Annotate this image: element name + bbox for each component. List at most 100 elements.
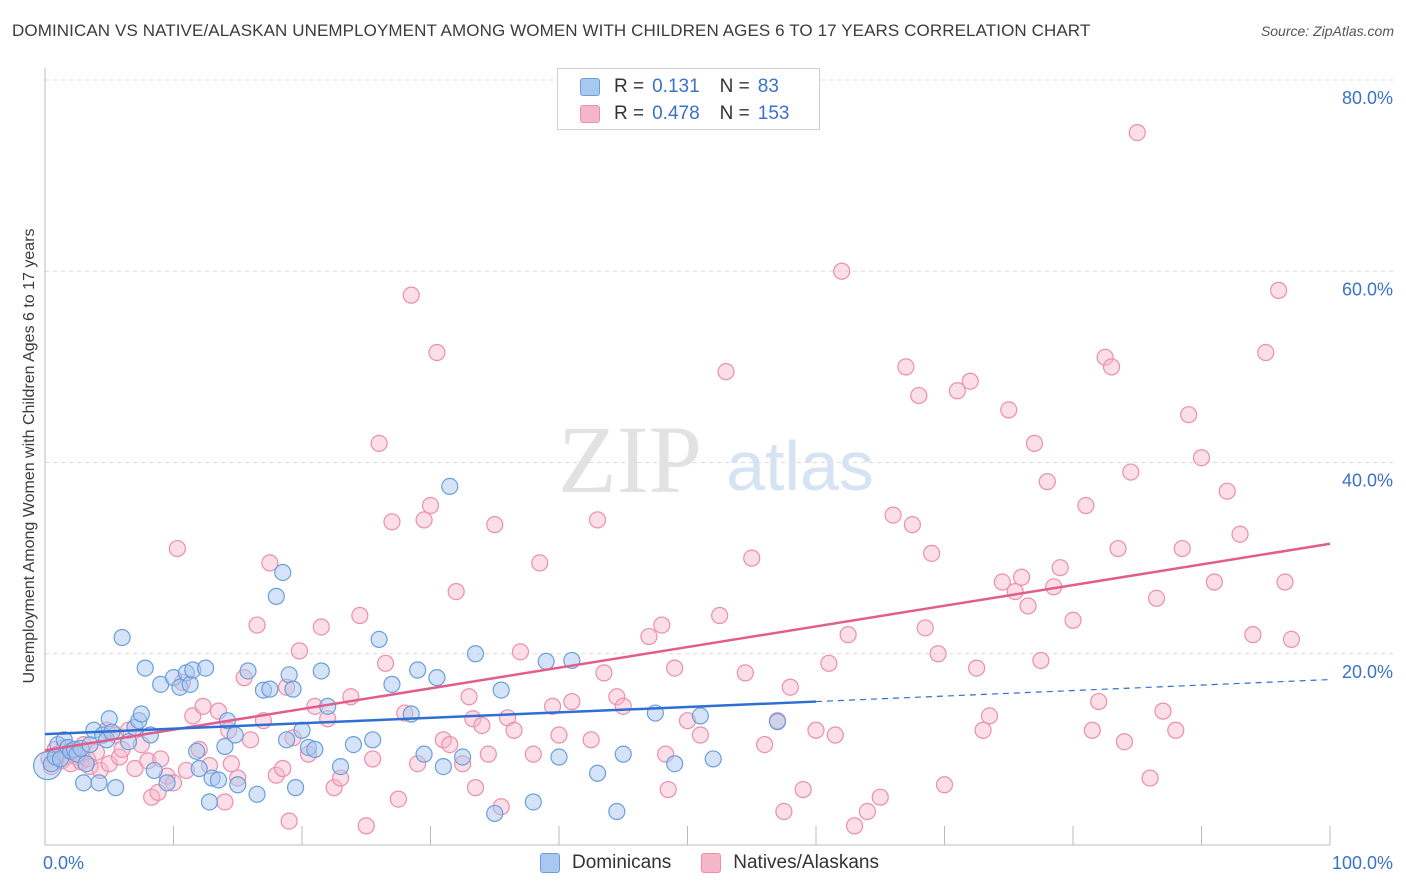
native-point	[1154, 702, 1172, 720]
native-point	[100, 755, 118, 773]
watermark-atlas: atlas	[726, 427, 874, 505]
native-point	[460, 688, 478, 706]
trend-lines	[44, 542, 1331, 752]
native-point	[923, 544, 941, 562]
native-point	[1025, 434, 1044, 452]
legend-row-natives: R = 0.478 N = 153	[580, 101, 789, 127]
dominicans-trend-line	[44, 700, 817, 736]
native-point	[1147, 589, 1166, 607]
legend-swatch-dominicans	[580, 78, 600, 96]
native-point	[910, 386, 928, 405]
native-point	[691, 726, 709, 744]
native-point	[820, 654, 838, 672]
y-tick-label: 60.0%	[1342, 279, 1393, 299]
source-label: Source: ZipAtlas.com	[1260, 23, 1394, 39]
native-point	[884, 506, 902, 524]
dominican-point	[277, 731, 296, 749]
dominican-point	[239, 662, 257, 680]
dominican-point	[248, 785, 266, 803]
dominican-point	[200, 793, 219, 811]
native-point	[563, 692, 581, 711]
dominicans-points	[32, 477, 787, 823]
legend-swatch-natives	[580, 105, 600, 123]
dominican-point	[466, 645, 485, 663]
dominican-point	[132, 705, 150, 723]
legend-r-label: R =	[614, 76, 645, 97]
native-point	[486, 516, 504, 534]
dominican-point	[188, 742, 206, 760]
series-legend-dominicans: Dominicans	[540, 852, 671, 874]
native-point	[1006, 582, 1024, 601]
native-point	[473, 716, 491, 735]
native-point	[736, 664, 754, 682]
native-point	[711, 606, 729, 625]
native-point	[666, 659, 684, 677]
native-point	[717, 363, 735, 381]
native-point	[1096, 348, 1114, 366]
series-legend: Dominicans Natives/Alaskans	[540, 852, 909, 874]
dominican-point	[190, 759, 208, 778]
dominican-point	[267, 587, 285, 605]
native-point	[903, 516, 921, 534]
native-point	[640, 627, 658, 646]
native-point	[325, 779, 343, 797]
native-point	[1192, 449, 1211, 467]
dominican-point	[312, 662, 330, 680]
x-tick-label: 0.0%	[43, 853, 84, 873]
native-point	[929, 645, 947, 663]
native-point	[402, 286, 420, 304]
native-point	[1090, 692, 1108, 711]
native-point	[222, 755, 240, 773]
native-point	[524, 745, 542, 763]
native-point	[1173, 539, 1191, 558]
native-point	[653, 616, 671, 634]
native-point	[755, 735, 774, 754]
dominican-point	[107, 779, 125, 797]
dominican-point	[286, 779, 305, 797]
series-swatch-natives	[701, 853, 722, 873]
native-point	[351, 606, 369, 625]
native-point	[775, 802, 793, 821]
series-legend-natives: Natives/Alaskans	[701, 852, 879, 874]
dominican-point	[274, 563, 292, 582]
native-point	[505, 721, 523, 739]
native-point	[441, 735, 459, 754]
dominican-point	[226, 726, 244, 744]
legend-n-label: N =	[719, 76, 750, 97]
native-point	[948, 382, 966, 400]
native-point	[168, 539, 186, 558]
dominican-point	[550, 748, 568, 766]
native-point	[1276, 573, 1294, 591]
dominican-point	[524, 793, 542, 811]
native-point	[1128, 123, 1146, 142]
native-point	[364, 750, 382, 768]
native-point	[659, 780, 677, 799]
legend-n-label: N =	[719, 103, 750, 124]
dominican-point	[704, 750, 722, 768]
native-point	[897, 358, 915, 376]
dominican-point	[261, 680, 279, 698]
dominican-point	[113, 628, 131, 647]
axes	[44, 68, 1331, 846]
series-label-natives: Natives/Alaskans	[733, 852, 879, 873]
native-point	[479, 745, 497, 763]
native-point	[916, 619, 934, 637]
native-point	[1038, 473, 1056, 491]
native-point	[415, 511, 433, 529]
native-point	[608, 688, 626, 706]
native-point	[383, 513, 401, 531]
native-point	[1032, 651, 1050, 670]
native-point	[1102, 358, 1121, 376]
dominican-point	[181, 675, 199, 693]
legend-row-dominicans: R = 0.131 N = 83	[580, 74, 779, 100]
native-point	[743, 549, 761, 567]
dominican-point	[537, 652, 555, 671]
native-point	[833, 262, 851, 280]
native-point	[370, 434, 388, 452]
native-point	[858, 802, 877, 821]
dominican-point	[344, 735, 362, 754]
native-point	[1218, 482, 1236, 500]
dominican-point	[158, 774, 176, 792]
native-point	[582, 731, 600, 749]
